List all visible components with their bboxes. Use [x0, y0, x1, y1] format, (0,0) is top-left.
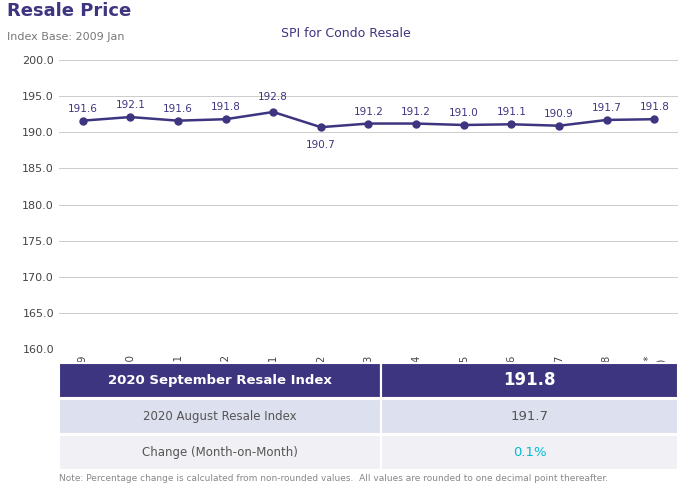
Text: Index Base: 2009 Jan: Index Base: 2009 Jan [7, 32, 125, 42]
Text: 191.2: 191.2 [354, 107, 383, 117]
Text: 191.8: 191.8 [503, 371, 556, 389]
Text: 191.7: 191.7 [592, 103, 621, 113]
Text: 191.8: 191.8 [639, 102, 669, 112]
Text: Resale Price: Resale Price [7, 2, 131, 20]
Text: Change (Month-on-Month): Change (Month-on-Month) [142, 446, 298, 459]
Text: 192.1: 192.1 [116, 100, 145, 110]
Text: 191.2: 191.2 [401, 107, 431, 117]
Text: 0.1%: 0.1% [513, 446, 546, 459]
Text: 190.9: 190.9 [544, 109, 574, 119]
Text: 192.8: 192.8 [258, 92, 288, 102]
Text: 191.1: 191.1 [496, 107, 527, 117]
Text: 191.8: 191.8 [210, 102, 241, 112]
Text: 2020 September Resale Index: 2020 September Resale Index [108, 374, 331, 387]
Text: 191.6: 191.6 [68, 104, 98, 114]
Text: 190.7: 190.7 [306, 140, 336, 150]
Text: 2020 August Resale Index: 2020 August Resale Index [143, 410, 297, 423]
Text: 191.6: 191.6 [163, 104, 193, 114]
Text: SPI for Condo Resale: SPI for Condo Resale [281, 27, 411, 40]
Text: Note: Percentage change is calculated from non-rounded values.  All values are r: Note: Percentage change is calculated fr… [59, 474, 608, 483]
Text: 191.0: 191.0 [449, 108, 479, 118]
Text: 191.7: 191.7 [511, 410, 549, 423]
